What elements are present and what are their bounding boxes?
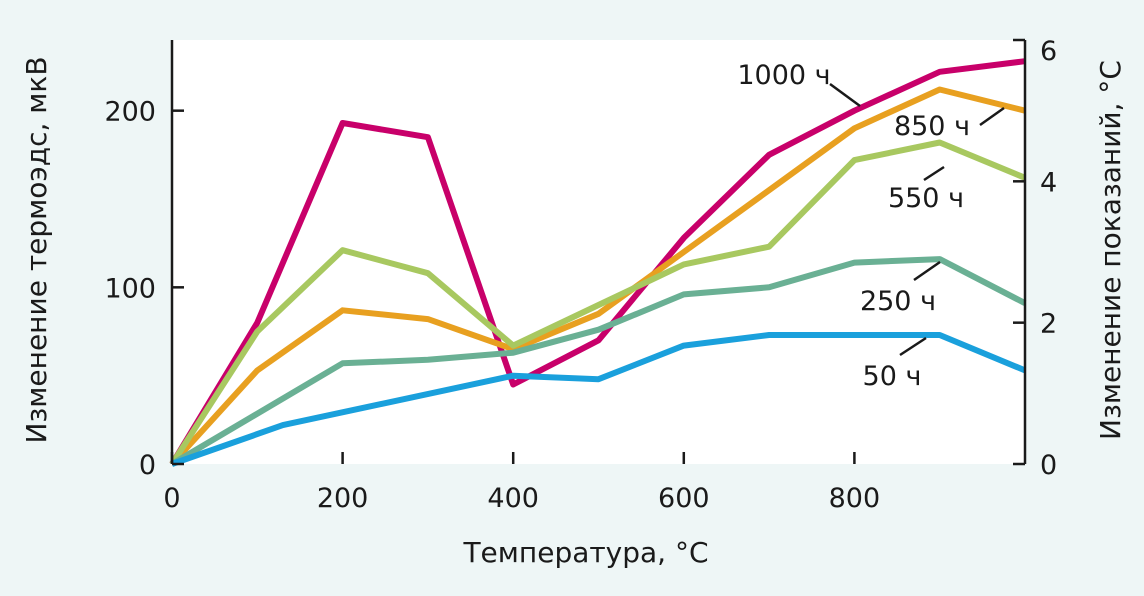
series-label-leader-3 — [913, 260, 941, 282]
y-tick-label-1: 100 — [104, 273, 156, 304]
x-tick-label-2: 400 — [487, 483, 539, 514]
x-tick-label-0: 0 — [163, 483, 180, 514]
y2-tick-label-0: 0 — [1040, 450, 1057, 481]
ticks: 0 200 400 600 800 0 100 200 0 2 4 6 — [104, 36, 1057, 514]
x-tick-label-3: 600 — [658, 483, 710, 514]
series-line-4 — [171, 332, 1027, 467]
y2-tick-label-2: 4 — [1040, 167, 1057, 198]
y-tick-label-0: 0 — [139, 450, 156, 481]
x-axis-title: Температура, °C — [462, 536, 708, 569]
series-line-0 — [169, 58, 1026, 466]
y2-tick-label-3: 6 — [1040, 36, 1057, 67]
series-label-3: 250 ч — [860, 286, 936, 317]
y2-tick-label-1: 2 — [1040, 309, 1057, 340]
series-label-1: 850 ч — [894, 111, 970, 142]
y2-axis-title: Изменение показаний, °C — [1094, 60, 1127, 440]
series-lines — [169, 58, 1027, 467]
series-label-2: 550 ч — [888, 183, 964, 214]
series-label-leader-4 — [899, 336, 927, 357]
series-label-0: 1000 ч — [737, 60, 830, 91]
y-tick-label-2: 200 — [104, 97, 156, 128]
series-line-3 — [170, 256, 1027, 467]
x-tick-label-1: 200 — [317, 483, 369, 514]
series-labels: 1000 ч 850 ч 550 ч 250 ч 50 ч — [737, 60, 1005, 392]
series-label-leader-0 — [829, 82, 861, 108]
series-line-1 — [169, 86, 1026, 467]
y-axis-title: Изменение термоэдс, мкВ — [20, 56, 53, 443]
series-line-2 — [169, 139, 1027, 466]
series-label-4: 50 ч — [863, 361, 922, 392]
series-label-leader-1 — [979, 106, 1005, 127]
series-label-leader-2 — [923, 165, 945, 182]
plot-background — [172, 40, 1025, 464]
x-tick-label-4: 800 — [829, 483, 881, 514]
